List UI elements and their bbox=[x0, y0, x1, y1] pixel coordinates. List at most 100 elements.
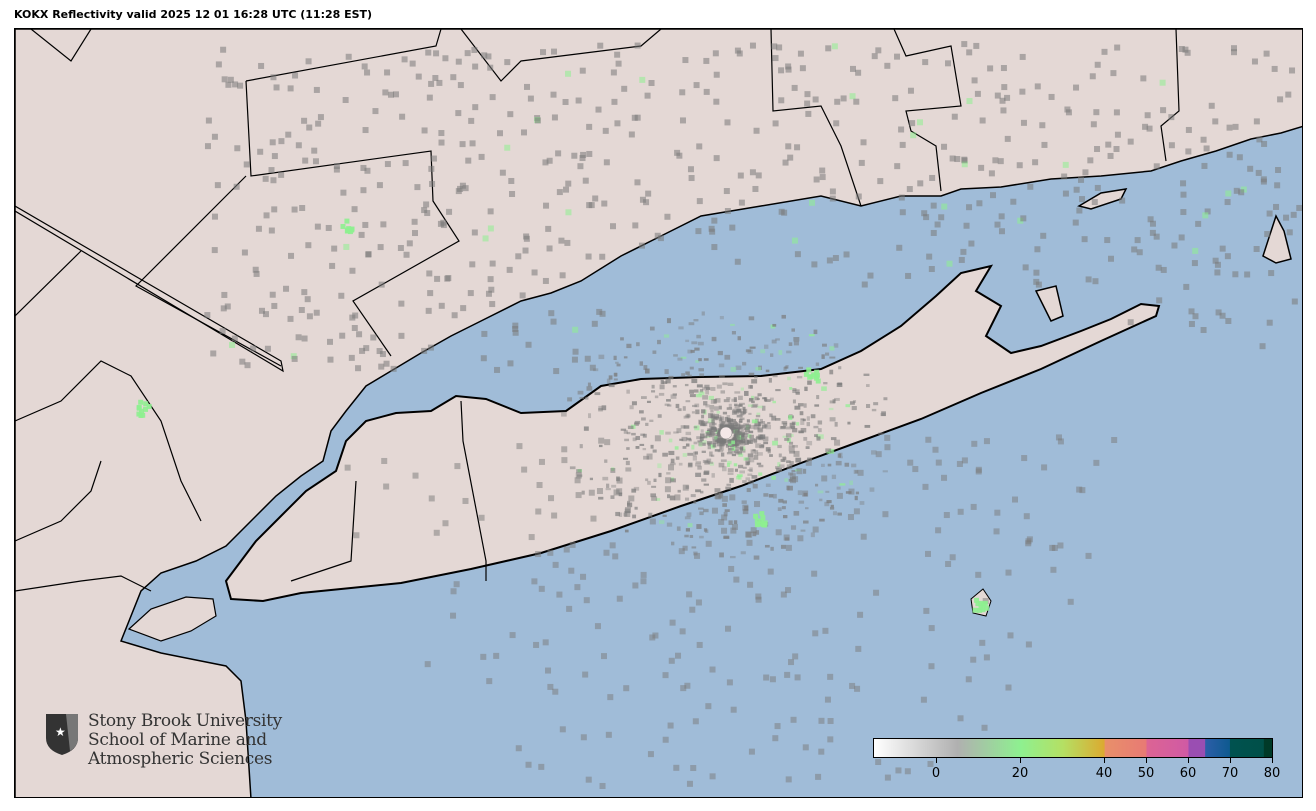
radar-echo bbox=[450, 588, 457, 595]
radar-echo bbox=[736, 408, 742, 414]
radar-echo bbox=[586, 202, 593, 209]
radar-echo bbox=[884, 62, 891, 69]
radar-echo bbox=[457, 185, 464, 192]
radar-echo bbox=[604, 439, 611, 446]
radar-echo bbox=[1085, 276, 1092, 283]
radar-echo bbox=[814, 369, 820, 375]
radar-echo bbox=[1104, 237, 1111, 244]
radar-echo bbox=[768, 494, 774, 498]
radar-echo bbox=[729, 427, 736, 430]
radar-echo bbox=[730, 367, 737, 372]
radar-echo bbox=[1073, 84, 1080, 91]
radar-echo bbox=[757, 428, 763, 433]
radar-echo bbox=[884, 444, 891, 451]
radar-echo bbox=[853, 98, 860, 105]
radar-echo bbox=[287, 85, 294, 92]
radar-echo bbox=[951, 113, 958, 120]
radar-echo bbox=[815, 362, 820, 366]
radar-echo bbox=[785, 143, 792, 150]
radar-echo bbox=[652, 350, 657, 354]
radar-echo bbox=[598, 405, 603, 411]
radar-echo bbox=[987, 65, 994, 72]
radar-echo bbox=[833, 343, 839, 348]
radar-echo bbox=[340, 223, 346, 229]
radar-echo bbox=[383, 360, 390, 367]
radar-echo bbox=[610, 495, 615, 499]
radar-echo bbox=[873, 402, 879, 406]
radar-map[interactable] bbox=[14, 28, 1303, 798]
radar-echo bbox=[688, 462, 693, 467]
radar-echo bbox=[634, 420, 641, 425]
radar-echo bbox=[351, 206, 358, 213]
radar-echo bbox=[1273, 203, 1280, 210]
radar-echo bbox=[934, 221, 941, 228]
radar-echo bbox=[625, 460, 630, 466]
radar-echo bbox=[403, 251, 410, 258]
radar-echo bbox=[975, 571, 982, 578]
radar-echo bbox=[1022, 264, 1029, 271]
colorbar-tick bbox=[1230, 758, 1231, 763]
radar-echo bbox=[667, 722, 674, 729]
radar-echo bbox=[795, 457, 802, 463]
radar-echo bbox=[961, 41, 968, 48]
radar-echo bbox=[577, 163, 584, 170]
radar-echo bbox=[670, 478, 676, 483]
radar-echo bbox=[713, 433, 719, 436]
radar-echo bbox=[961, 457, 968, 464]
radar-echo bbox=[685, 400, 691, 403]
radar-echo bbox=[598, 354, 605, 360]
radar-echo bbox=[750, 449, 756, 454]
radar-echo bbox=[892, 95, 899, 102]
radar-echo bbox=[721, 438, 726, 443]
radar-echo bbox=[262, 311, 269, 318]
radar-echo bbox=[623, 685, 630, 692]
radar-echo bbox=[957, 508, 964, 515]
radar-echo bbox=[634, 506, 638, 510]
radar-echo bbox=[696, 334, 701, 339]
radar-echo bbox=[550, 91, 557, 98]
radar-echo bbox=[812, 630, 819, 637]
radar-echo bbox=[722, 503, 727, 507]
radar-echo bbox=[1277, 96, 1284, 103]
radar-echo bbox=[283, 285, 290, 292]
radar-echo bbox=[804, 100, 811, 107]
radar-echo bbox=[480, 653, 487, 660]
radar-echo bbox=[736, 408, 741, 413]
radar-echo bbox=[610, 468, 616, 473]
radar-echo bbox=[733, 520, 738, 525]
colorbar-tick bbox=[1146, 758, 1147, 763]
radar-echo bbox=[765, 424, 772, 430]
radar-echo bbox=[670, 458, 675, 464]
radar-echo bbox=[788, 415, 793, 420]
radar-echo bbox=[748, 425, 755, 429]
radar-echo bbox=[724, 416, 729, 422]
radar-echo bbox=[679, 89, 686, 96]
radar-echo bbox=[698, 442, 703, 447]
radar-echo bbox=[728, 520, 733, 525]
radar-echo bbox=[679, 438, 684, 441]
radar-echo bbox=[725, 486, 732, 490]
radar-echo bbox=[1072, 219, 1079, 226]
radar-echo bbox=[769, 413, 773, 418]
radar-echo bbox=[854, 495, 858, 501]
radar-echo bbox=[540, 49, 547, 56]
radar-echo bbox=[980, 607, 986, 613]
radar-echo bbox=[748, 412, 752, 415]
radar-echo bbox=[1048, 93, 1055, 100]
radar-echo bbox=[815, 378, 821, 384]
logo-line-3: Atmospheric Sciences bbox=[88, 749, 273, 769]
radar-echo bbox=[576, 469, 582, 474]
radar-echo bbox=[697, 465, 702, 470]
radar-echo bbox=[1168, 114, 1175, 121]
radar-echo bbox=[634, 42, 641, 49]
radar-echo bbox=[754, 375, 758, 379]
radar-echo bbox=[796, 468, 803, 475]
radar-echo bbox=[682, 446, 687, 449]
radar-echo bbox=[672, 393, 677, 396]
radar-echo bbox=[754, 518, 760, 524]
radar-echo bbox=[727, 447, 733, 453]
radar-echo bbox=[667, 464, 674, 471]
radar-echo bbox=[594, 392, 601, 396]
radar-echo bbox=[770, 546, 774, 551]
radar-echo bbox=[907, 459, 914, 466]
